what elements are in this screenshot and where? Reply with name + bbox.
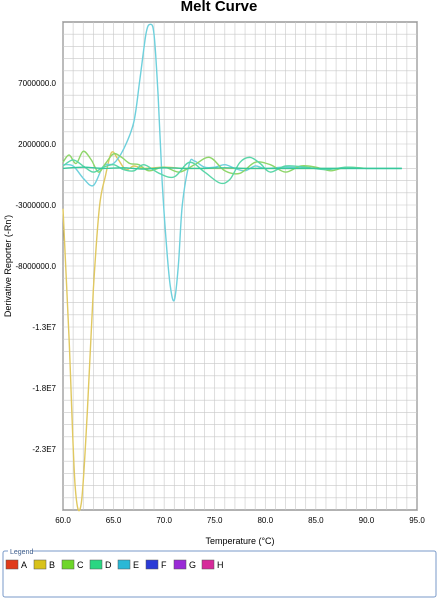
y-axis-ticks: 7000000.0 2000000.0 -3000000.0 -8000000.0 -1… bbox=[16, 79, 57, 454]
x-axis-label: Temperature (°C) bbox=[205, 536, 274, 546]
legend-swatch-f bbox=[145, 559, 159, 570]
y-tick-label: -8000000.0 bbox=[16, 262, 57, 271]
y-tick-label: 7000000.0 bbox=[18, 79, 56, 88]
legend-label-f: F bbox=[161, 560, 167, 570]
x-tick-label: 95.0 bbox=[409, 516, 425, 525]
y-tick-label: -3000000.0 bbox=[16, 201, 57, 210]
legend-frame bbox=[2, 550, 437, 598]
x-tick-label: 70.0 bbox=[156, 516, 172, 525]
x-tick-label: 85.0 bbox=[308, 516, 324, 525]
legend-swatch-c bbox=[61, 559, 75, 570]
legend-items: A B C D E F G H bbox=[5, 559, 224, 570]
series-lines bbox=[62, 23, 402, 512]
x-tick-label: 75.0 bbox=[207, 516, 223, 525]
legend-swatch-a bbox=[5, 559, 19, 570]
y-tick-label: -1.3E7 bbox=[32, 323, 56, 332]
x-tick-label: 60.0 bbox=[55, 516, 71, 525]
legend-label-e: E bbox=[133, 560, 139, 570]
x-tick-label: 65.0 bbox=[106, 516, 122, 525]
series-line-d bbox=[62, 156, 402, 185]
legend-label-c: C bbox=[77, 560, 84, 570]
legend-label-b: B bbox=[49, 560, 55, 570]
legend-label-a: A bbox=[21, 560, 27, 570]
legend-swatch-e bbox=[117, 559, 131, 570]
series-line-d2 bbox=[62, 166, 402, 170]
legend: Legend A B C D E F G H bbox=[2, 547, 437, 598]
legend-label-g: G bbox=[189, 560, 196, 570]
legend-swatch-b bbox=[33, 559, 47, 570]
legend-swatch-g bbox=[173, 559, 187, 570]
legend-swatch-h bbox=[201, 559, 215, 570]
y-axis-label: Derivative Reporter (-Rn') bbox=[3, 215, 13, 317]
x-tick-label: 90.0 bbox=[359, 516, 375, 525]
y-tick-label: -1.8E7 bbox=[32, 384, 56, 393]
legend-title-bg bbox=[8, 547, 32, 555]
chart-title: Melt Curve bbox=[181, 0, 258, 15]
legend-label-h: H bbox=[217, 560, 224, 570]
x-tick-label: 80.0 bbox=[257, 516, 273, 525]
legend-label-d: D bbox=[105, 560, 112, 570]
legend-title: Legend bbox=[10, 549, 33, 556]
grid-lines bbox=[62, 21, 418, 511]
legend-swatch-d bbox=[89, 559, 103, 570]
y-tick-label: 2000000.0 bbox=[18, 140, 56, 149]
x-axis-ticks: 60.0 65.0 70.0 75.0 80.0 85.0 90.0 95.0 bbox=[55, 516, 425, 525]
y-tick-label: -2.3E7 bbox=[32, 445, 56, 454]
